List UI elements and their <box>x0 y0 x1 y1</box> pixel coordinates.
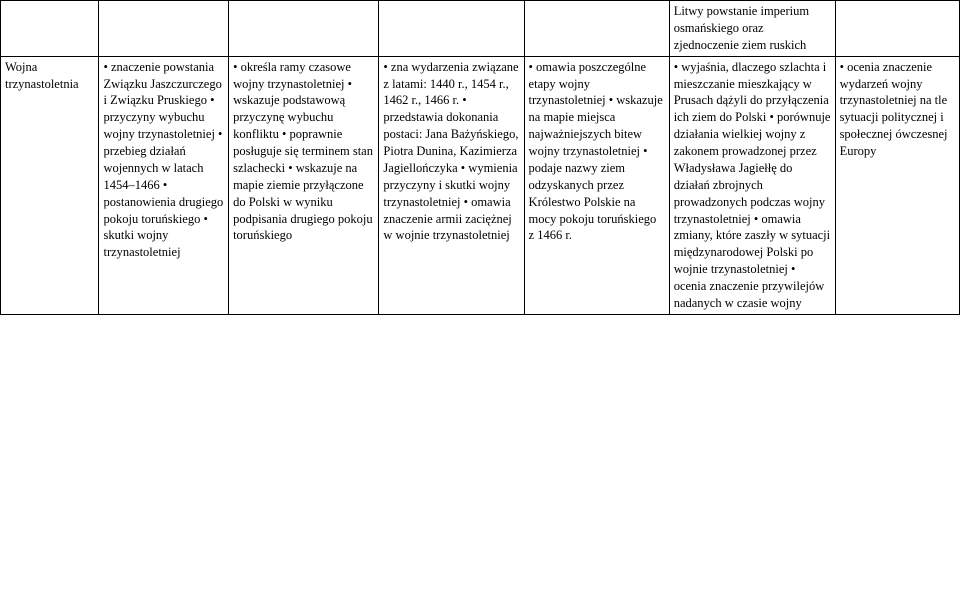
cell-r0-c5 <box>524 1 669 57</box>
cell-r1-c5: • omawia poszczególne etapy wojny trzyna… <box>524 56 669 314</box>
table-row: Litwy powstanie imperium osmańskiego ora… <box>1 1 960 57</box>
cell-r0-c4 <box>379 1 524 57</box>
cell-r0-c6: Litwy powstanie imperium osmańskiego ora… <box>669 1 835 57</box>
table-row: Wojna trzynastoletnia • znaczenie powsta… <box>1 56 960 314</box>
cell-r0-c1 <box>1 1 99 57</box>
cell-r1-c6: • wyjaśnia, dlaczego szlachta i mieszcza… <box>669 56 835 314</box>
cell-r1-c1: Wojna trzynastoletnia <box>1 56 99 314</box>
cell-r1-c4: • zna wydarzenia związane z latami: 1440… <box>379 56 524 314</box>
curriculum-table: Litwy powstanie imperium osmańskiego ora… <box>0 0 960 315</box>
cell-r0-c7 <box>835 1 959 57</box>
cell-r1-c3: • określa ramy czasowe wojny trzynastole… <box>229 56 379 314</box>
cell-r0-c2 <box>99 1 229 57</box>
cell-r1-c2: • znaczenie powstania Związku Jaszczurcz… <box>99 56 229 314</box>
cell-r0-c3 <box>229 1 379 57</box>
cell-r1-c7: • ocenia znaczenie wydarzeń wojny trzyna… <box>835 56 959 314</box>
